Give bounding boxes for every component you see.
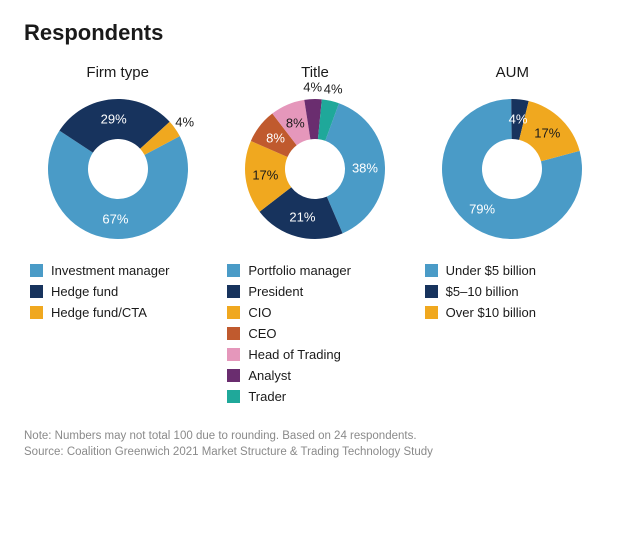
chart-title: Firm type [86, 64, 149, 81]
legend-swatch [30, 306, 43, 319]
chart-column: Title38%21%17%8%8%4%4%Portfolio managerP… [221, 64, 408, 410]
slice-percent-label: 4% [324, 82, 343, 97]
chart-title: Title [301, 64, 329, 81]
chart-title: AUM [496, 64, 529, 81]
legend: Investment manager Hedge fund Hedge fund/C… [24, 263, 211, 326]
legend-swatch [227, 285, 240, 298]
legend-label: Head of Trading [248, 347, 341, 362]
legend-swatch [227, 306, 240, 319]
slice-percent-label: 79% [469, 201, 495, 216]
legend-label: Investment manager [51, 263, 170, 278]
slice-percent-label: 21% [289, 210, 315, 225]
legend-item: Investment manager [30, 263, 211, 278]
donut-chart: 38%21%17%8%8%4%4% [235, 89, 395, 249]
legend-swatch [425, 285, 438, 298]
legend-label: President [248, 284, 303, 299]
legend-item: Hedge fund/CTA [30, 305, 211, 320]
legend-item: Over $10 billion [425, 305, 606, 320]
legend-swatch [425, 264, 438, 277]
legend-item: $5–10 billion [425, 284, 606, 299]
legend-item: CIO [227, 305, 408, 320]
slice-percent-label: 29% [101, 112, 127, 127]
slice-percent-label: 4% [175, 114, 194, 129]
legend-item: Under $5 billion [425, 263, 606, 278]
legend: Portfolio manager President CIO CEO Head of … [221, 263, 408, 410]
donut-chart: 67% 29% 4% [38, 89, 198, 249]
legend-item: President [227, 284, 408, 299]
footnote-note: Note: Numbers may not total 100 due to r… [24, 428, 606, 444]
page-title: Respondents [24, 20, 606, 46]
slice-percent-label: 8% [286, 116, 305, 131]
legend-swatch [227, 327, 240, 340]
legend-item: CEO [227, 326, 408, 341]
legend-swatch [227, 369, 240, 382]
slice-percent-label: 4% [509, 112, 528, 127]
legend-label: $5–10 billion [446, 284, 519, 299]
legend-item: Trader [227, 389, 408, 404]
legend-label: Over $10 billion [446, 305, 536, 320]
legend-swatch [30, 264, 43, 277]
legend-label: Hedge fund/CTA [51, 305, 147, 320]
legend-swatch [425, 306, 438, 319]
slice-percent-label: 4% [303, 80, 322, 95]
footnote-source: Source: Coalition Greenwich 2021 Market … [24, 444, 606, 460]
legend-swatch [227, 348, 240, 361]
legend-label: Hedge fund [51, 284, 118, 299]
legend: Under $5 billion $5–10 billion Over $10 bi… [419, 263, 606, 326]
legend-item: Hedge fund [30, 284, 211, 299]
legend-label: CIO [248, 305, 271, 320]
chart-column: AUM 79% 4% 17% Under $5 billion $5–10 billion… [419, 64, 606, 410]
donut-chart: 79% 4% 17% [432, 89, 592, 249]
legend-label: Portfolio manager [248, 263, 351, 278]
legend-item: Analyst [227, 368, 408, 383]
slice-percent-label: 17% [534, 126, 560, 141]
footnote: Note: Numbers may not total 100 due to r… [24, 428, 606, 460]
chart-column: Firm type 67% 29% 4% Investment manager Hedge… [24, 64, 211, 410]
legend-item: Portfolio manager [227, 263, 408, 278]
slice-percent-label: 67% [102, 211, 128, 226]
slice-percent-label: 38% [352, 160, 378, 175]
legend-label: Under $5 billion [446, 263, 536, 278]
legend-swatch [30, 285, 43, 298]
legend-label: Trader [248, 389, 286, 404]
charts-row: Firm type 67% 29% 4% Investment manager Hedge… [24, 64, 606, 410]
slice-percent-label: 8% [266, 131, 285, 146]
legend-swatch [227, 264, 240, 277]
legend-item: Head of Trading [227, 347, 408, 362]
legend-label: CEO [248, 326, 276, 341]
legend-swatch [227, 390, 240, 403]
slice-percent-label: 17% [252, 168, 278, 183]
legend-label: Analyst [248, 368, 291, 383]
